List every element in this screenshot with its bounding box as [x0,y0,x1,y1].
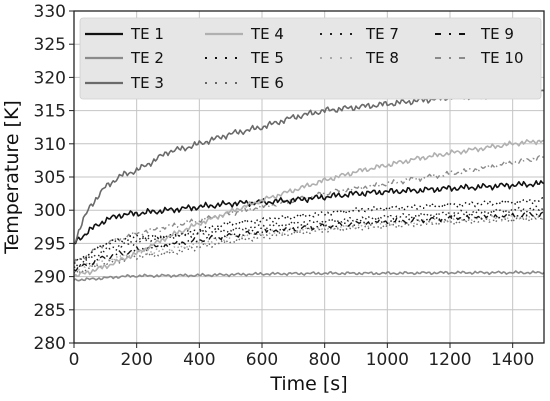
series-line-te-1 [74,180,545,245]
y-tick-label: 310 [34,135,66,155]
x-tick-label: 0 [69,350,80,370]
x-tick-label: 1400 [491,350,534,370]
y-tick-label: 315 [34,102,66,122]
legend-label-te-3: TE 3 [130,74,164,92]
x-tick-label: 1200 [428,350,471,370]
x-axis-title: Time [s] [269,373,347,395]
x-tick-label: 400 [183,350,215,370]
legend-label-te-5: TE 5 [250,49,284,67]
x-tick-label: 200 [120,350,152,370]
legend-label-te-7: TE 7 [365,25,399,43]
series-line-te-8 [73,213,545,271]
series-line-te-6 [73,214,545,275]
series-line-te-9 [73,211,545,272]
legend-label-te-2: TE 2 [130,49,164,67]
y-tick-label: 295 [34,234,66,254]
legend-label-te-1: TE 1 [130,25,164,43]
y-tick-label: 305 [34,168,66,188]
y-tick-label: 330 [34,2,66,22]
series-layer [73,87,545,282]
series-line-te-5 [73,197,545,264]
legend-box [79,17,542,100]
y-tick-label: 285 [34,301,66,321]
series-line-te-3 [73,87,545,245]
legend-label-te-4: TE 4 [250,25,284,43]
legend-label-te-10: TE 10 [480,49,524,67]
y-axis-title: Temperature [K] [1,100,23,255]
legend: TE 1 TE 2 TE 3 TE 4 TE 5 TE 6 TE 7 TE 8 TE 9 TE 1… [79,17,542,100]
series-line-te-10 [73,155,544,264]
x-tick-label: 600 [246,350,278,370]
y-tick-label: 300 [34,201,66,221]
axis-ticks: 0 200 400 600 800 1000 1200 1400 280 285 290 295 300… [34,2,535,370]
y-tick-label: 290 [34,268,66,288]
legend-label-te-8: TE 8 [365,49,399,67]
x-tick-label: 800 [308,350,340,370]
series-line-te-4 [73,139,545,278]
legend-label-te-9: TE 9 [480,25,514,43]
x-tick-label: 1000 [366,350,409,370]
legend-label-te-6: TE 6 [250,74,284,92]
y-tick-label: 325 [34,35,66,55]
y-tick-label: 280 [34,334,66,354]
y-tick-label: 320 [34,68,66,88]
series-line-te-2 [73,270,545,282]
